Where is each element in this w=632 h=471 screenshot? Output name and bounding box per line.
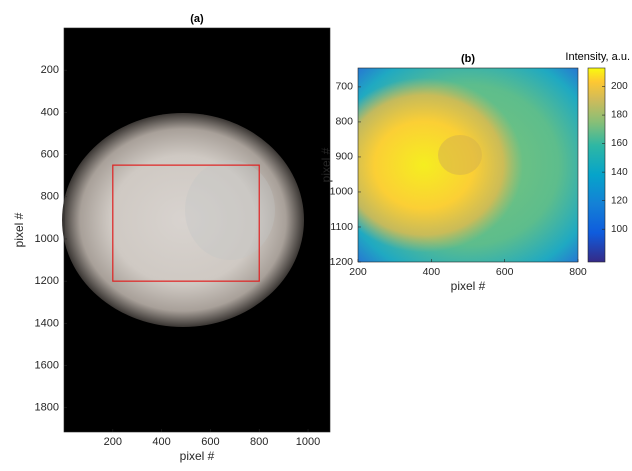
y-tick-label: 700 xyxy=(335,81,353,93)
x-axis-label: pixel # xyxy=(180,449,215,463)
x-axis-label: pixel # xyxy=(451,279,486,293)
y-tick-label: 600 xyxy=(41,148,59,160)
colorbar-tick-label: 100 xyxy=(611,224,628,235)
colorbar-tick-label: 160 xyxy=(611,138,628,149)
chart-title: (a) xyxy=(190,13,204,25)
x-tick-label: 400 xyxy=(152,436,170,448)
colorbar-label: Intensity, a.u. xyxy=(565,51,630,63)
y-tick-label: 1800 xyxy=(35,402,59,414)
chart-title: (b) xyxy=(461,53,475,65)
x-tick-label: 800 xyxy=(250,436,268,448)
y-tick-label: 1200 xyxy=(330,256,354,268)
y-tick-label: 1000 xyxy=(35,233,59,245)
heatmap xyxy=(358,68,578,262)
colorbar-tick-label: 200 xyxy=(611,81,628,92)
y-tick-label: 800 xyxy=(41,191,59,203)
x-tick-label: 200 xyxy=(104,436,122,448)
y-tick-label: 1600 xyxy=(35,359,59,371)
x-tick-label: 600 xyxy=(201,436,219,448)
y-tick-label: 1000 xyxy=(330,186,354,198)
colorbar-tick-label: 140 xyxy=(611,167,628,178)
x-tick-label: 1000 xyxy=(296,436,320,448)
y-tick-label: 400 xyxy=(41,106,59,118)
y-tick-label: 1100 xyxy=(330,221,353,233)
colorbar xyxy=(588,68,605,262)
colorbar-tick-label: 120 xyxy=(611,195,628,206)
heatmap-spot xyxy=(438,135,482,175)
y-axis-label: pixel # xyxy=(319,147,333,182)
y-tick-label: 200 xyxy=(41,64,59,76)
colorbar-tick-label: 180 xyxy=(611,110,628,121)
x-tick-label: 800 xyxy=(569,266,587,278)
x-tick-label: 400 xyxy=(423,266,441,278)
y-tick-label: 1400 xyxy=(35,317,59,329)
y-axis-label: pixel # xyxy=(12,212,26,247)
y-tick-label: 1200 xyxy=(35,275,59,287)
figure: 200 400 600 800 1000 200 400 600 800 1000 1200 1400… xyxy=(0,0,632,471)
x-tick-label: 600 xyxy=(496,266,514,278)
y-tick-label: 900 xyxy=(335,151,353,163)
y-tick-label: 800 xyxy=(335,116,353,128)
image-shade xyxy=(185,160,275,260)
